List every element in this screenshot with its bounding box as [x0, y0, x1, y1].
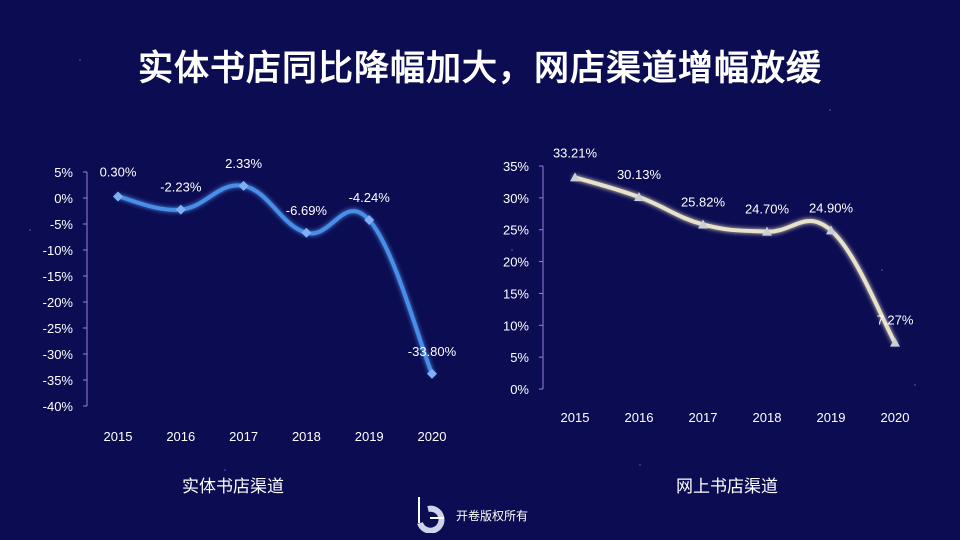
x-tick-label: 2018 [753, 410, 782, 425]
y-tick-label: 5% [510, 350, 529, 365]
y-tick-label: 5% [54, 165, 73, 180]
data-point [364, 215, 375, 226]
data-point [427, 368, 437, 379]
data-label: -33.80% [408, 344, 457, 359]
data-label: 7.27% [877, 313, 914, 328]
y-tick-label: 0% [54, 191, 73, 206]
data-point [175, 204, 186, 215]
kaijuan-logo-icon [417, 497, 445, 533]
data-label: 24.70% [745, 202, 790, 217]
y-tick-label: 20% [503, 255, 529, 270]
data-point [698, 219, 708, 229]
star-dot [914, 384, 916, 386]
star-dot [79, 59, 81, 61]
data-label: 25.82% [681, 194, 726, 209]
x-tick-label: 2015 [104, 429, 133, 444]
x-tick-label: 2016 [625, 410, 654, 425]
y-tick-label: -30% [43, 347, 74, 362]
data-point [301, 227, 312, 238]
data-point [570, 172, 580, 182]
x-tick-label: 2016 [166, 429, 195, 444]
data-label: 2.33% [225, 156, 262, 171]
y-tick-label: -20% [43, 295, 74, 310]
y-tick-label: -40% [43, 399, 74, 414]
x-tick-label: 2017 [689, 410, 718, 425]
data-point [762, 226, 772, 236]
y-tick-label: -15% [43, 269, 74, 284]
y-tick-label: 30% [503, 191, 529, 206]
data-label: 0.30% [100, 164, 137, 179]
series-line [116, 183, 434, 376]
copyright-text: 开卷版权所有 [456, 508, 529, 523]
data-point [634, 192, 644, 202]
x-tick-label: 2019 [817, 410, 846, 425]
data-point [826, 225, 836, 235]
x-tick-label: 2017 [229, 429, 258, 444]
star-dot [881, 269, 883, 271]
footer: 开卷版权所有 [414, 497, 528, 533]
star-dot [511, 249, 513, 251]
data-point [113, 191, 123, 202]
data-label: 30.13% [617, 167, 662, 182]
star-dot [224, 469, 226, 471]
left-chart-title: 实体书店渠道 [182, 477, 284, 496]
data-label: 33.21% [553, 145, 598, 160]
y-tick-label: -25% [43, 321, 74, 336]
data-label: 24.90% [809, 200, 854, 215]
data-label: -4.24% [349, 190, 391, 205]
y-tick-label: 15% [503, 286, 529, 301]
x-tick-label: 2015 [561, 410, 590, 425]
x-tick-label: 2019 [355, 429, 384, 444]
y-tick-label: 35% [503, 159, 529, 174]
x-tick-label: 2018 [292, 429, 321, 444]
star-dot [29, 229, 31, 231]
star-dot [829, 109, 831, 111]
y-tick-label: -5% [50, 217, 74, 232]
star-dot [639, 464, 641, 466]
data-label: -6.69% [286, 203, 328, 218]
y-tick-label: 0% [510, 382, 529, 397]
x-tick-label: 2020 [418, 429, 447, 444]
y-tick-label: 25% [503, 223, 529, 238]
data-point [890, 337, 900, 347]
right-chart-title: 网上书店渠道 [676, 477, 778, 496]
y-tick-label: 10% [503, 318, 529, 333]
page-title: 实体书店同比降幅加大，网店渠道增幅放缓 [137, 49, 822, 88]
y-tick-label: -35% [43, 373, 74, 388]
data-point [238, 180, 249, 191]
y-tick-label: -10% [43, 243, 74, 258]
data-label: -2.23% [160, 180, 202, 195]
x-tick-label: 2020 [881, 410, 910, 425]
